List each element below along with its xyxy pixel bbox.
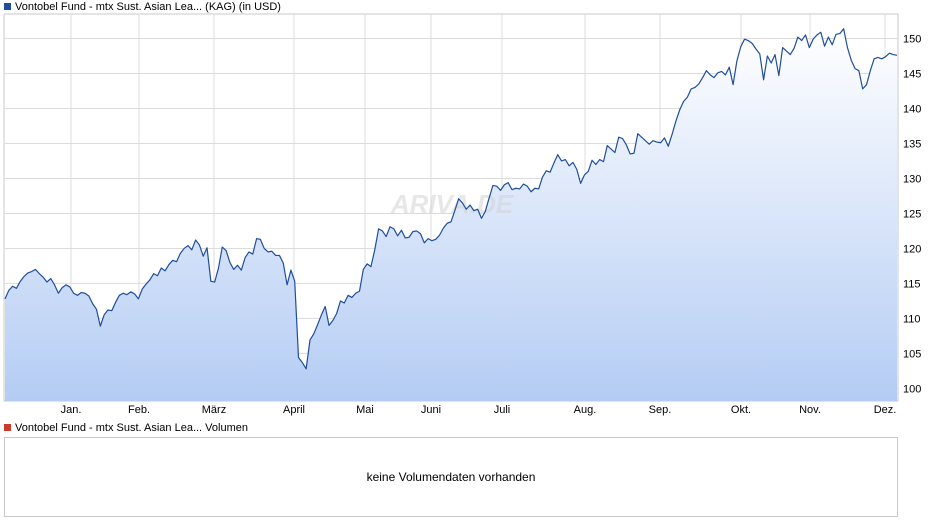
- watermark: ARIVA.DE: [390, 189, 514, 219]
- volume-legend-label: Vontobel Fund - mtx Sust. Asian Lea... V…: [15, 422, 248, 434]
- volume-panel: keine Volumendaten vorhanden: [4, 437, 898, 517]
- volume-series-swatch: [4, 424, 11, 431]
- price-legend-currency: (in USD): [238, 1, 281, 13]
- y-tick-label: 140: [903, 103, 921, 115]
- price-legend: Vontobel Fund - mtx Sust. Asian Lea... (…: [4, 0, 281, 14]
- y-tick-label: 105: [903, 348, 921, 360]
- x-tick-label: März: [202, 404, 226, 416]
- x-tick-label: Okt.: [731, 404, 751, 416]
- x-tick-label: Sep.: [649, 404, 672, 416]
- x-tick-label: April: [283, 404, 305, 416]
- x-tick-label: Aug.: [574, 404, 597, 416]
- price-area: [5, 28, 897, 401]
- y-tick-label: 145: [903, 68, 921, 80]
- x-tick-label: Mai: [356, 404, 374, 416]
- x-tick-label: Jan.: [61, 404, 82, 416]
- x-tick-label: Dez.: [874, 404, 897, 416]
- y-tick-label: 110: [903, 313, 921, 325]
- x-tick-label: Juli: [494, 404, 511, 416]
- price-chart[interactable]: ARIVA.DE 1001051101151201251301351401451…: [0, 0, 940, 421]
- no-volume-message: keine Volumendaten vorhanden: [366, 470, 536, 484]
- x-tick-label: Feb.: [128, 404, 150, 416]
- y-tick-label: 150: [903, 33, 921, 45]
- volume-legend: Vontobel Fund - mtx Sust. Asian Lea... V…: [4, 421, 248, 435]
- y-tick-label: 135: [903, 138, 921, 150]
- y-tick-label: 120: [903, 243, 921, 255]
- y-tick-label: 115: [903, 278, 921, 290]
- x-tick-label: Juni: [421, 404, 441, 416]
- x-axis: Jan. Feb. März April Mai Juni Juli Aug. Sep. Okt.…: [61, 404, 897, 416]
- y-tick-label: 100: [903, 383, 921, 395]
- y-axis: 100 105 110 115 120 125 130 135 140 145 150: [903, 33, 921, 395]
- price-legend-title: Vontobel Fund - mtx Sust. Asian Lea... (…: [15, 1, 236, 13]
- price-line: [4, 28, 898, 370]
- price-series-swatch: [4, 3, 11, 10]
- x-tick-label: Nov.: [799, 404, 821, 416]
- y-tick-label: 125: [903, 208, 921, 220]
- y-tick-label: 130: [903, 173, 921, 185]
